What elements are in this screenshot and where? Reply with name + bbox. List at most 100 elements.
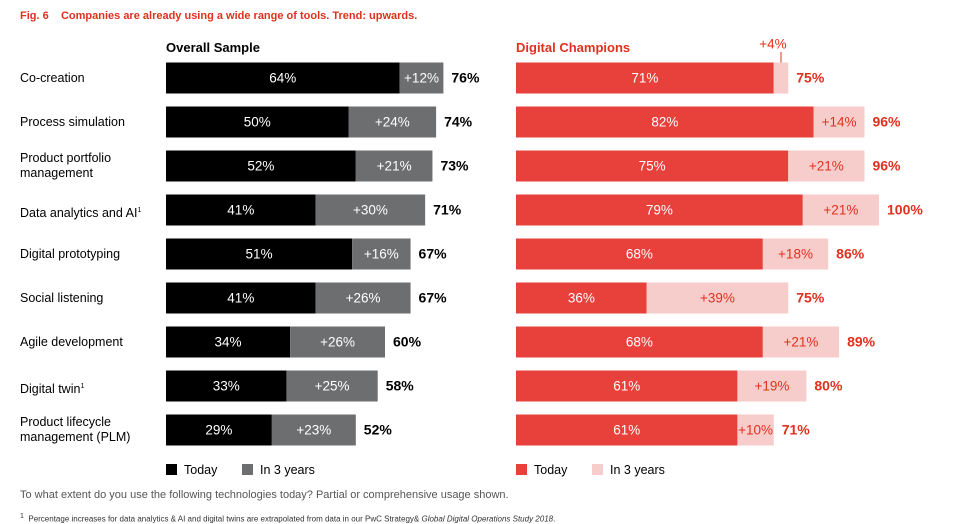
champ-total-label: 80% — [814, 378, 843, 394]
champ-increase-label: +39% — [700, 291, 735, 306]
champ-increase-label: +14% — [822, 115, 857, 130]
overall-increase-label: +21% — [377, 159, 412, 174]
overall-today-label: 34% — [215, 335, 242, 350]
champions-panel-title: Digital Champions — [516, 40, 631, 55]
legend-champions-today: Today — [516, 463, 567, 477]
overall-total-label: 58% — [386, 378, 415, 394]
champ-bar-today — [516, 282, 647, 314]
overall-bar-in-3-years — [399, 62, 444, 94]
overall-increase-label: +23% — [296, 423, 331, 438]
figure-title: Fig. 6 Companies are already using a wid… — [20, 10, 417, 22]
champ-today-label: 36% — [568, 291, 595, 306]
overall-total-label: 71% — [433, 202, 462, 218]
footnote-text: Percentage increases for data analytics … — [28, 514, 422, 524]
champ-bar-today — [516, 370, 738, 402]
category-label: Data analytics and AI1 — [20, 203, 141, 221]
overall-today-label: 33% — [213, 379, 240, 394]
overall-today-label: 41% — [227, 291, 254, 306]
champ-increase-label: +4% — [759, 37, 786, 52]
category-label: Digital prototyping — [20, 247, 120, 262]
champ-increase-label: +18% — [778, 247, 813, 262]
overall-increase-label: +26% — [346, 291, 381, 306]
champ-today-label: 61% — [613, 379, 640, 394]
category-label: Product portfolio management — [20, 151, 111, 181]
category-label-line: management (PLM) — [20, 430, 131, 444]
champ-today-label: 79% — [646, 203, 673, 218]
category-label-line: Digital twin — [20, 381, 81, 396]
overall-today-label: 52% — [247, 159, 274, 174]
overall-today-label: 29% — [205, 423, 232, 438]
figure-title-text: Companies are already using a wide range… — [60, 10, 418, 22]
champ-increase-label: +21% — [823, 203, 858, 218]
category-label: Social listening — [20, 291, 103, 306]
champ-bar-today — [516, 414, 738, 446]
overall-bar-in-3-years — [290, 326, 385, 358]
overall-total-label: 52% — [364, 422, 393, 438]
overall-increase-label: +30% — [353, 203, 388, 218]
overall-bar-in-3-years — [286, 370, 378, 402]
champ-increase-label: +10% — [738, 423, 773, 438]
champ-bar-today — [516, 62, 774, 94]
overall-today-label: 41% — [227, 203, 254, 218]
overall-bar-today — [166, 414, 272, 446]
legend-label: Today — [184, 463, 218, 477]
overall-bar-today — [166, 62, 400, 94]
champ-today-label: 82% — [651, 115, 678, 130]
category-label: Co-creation — [20, 71, 85, 86]
category-label-line: Process simulation — [20, 114, 125, 129]
champ-increase-label: +21% — [809, 159, 844, 174]
overall-bar-today — [166, 370, 287, 402]
footnote-mark: 1 — [20, 513, 24, 520]
category-label: Agile development — [20, 335, 123, 350]
category-label-line: Co-creation — [20, 70, 85, 85]
footnote-study-name: Global Digital Operations Study 2018 — [421, 514, 554, 524]
overall-bar-today — [166, 282, 316, 314]
champ-bar-in-3-years — [762, 238, 829, 270]
legend-label: In 3 years — [260, 463, 315, 477]
legend-label: Today — [534, 463, 568, 477]
overall-today-label: 51% — [246, 247, 273, 262]
legend-overall-today: Today — [166, 463, 217, 477]
footnote: 1 Percentage increases for data analytic… — [20, 513, 555, 524]
overall-bar-today — [166, 326, 291, 358]
champ-total-label: 96% — [872, 158, 901, 174]
legend-overall-future: In 3 years — [242, 463, 315, 477]
champ-bar-today — [516, 326, 763, 358]
category-label-line: Digital prototyping — [20, 246, 121, 261]
champ-bar-in-3-years — [813, 106, 865, 138]
champ-bar-today — [516, 106, 814, 138]
overall-bar-in-3-years — [315, 282, 411, 314]
footnote-end: . — [553, 514, 556, 524]
footnote-mark: 1 — [137, 206, 142, 214]
legend-swatch-pink — [592, 464, 603, 475]
overall-bar-in-3-years — [348, 106, 437, 138]
champ-total-label: 75% — [796, 70, 825, 86]
champ-total-label: 71% — [782, 422, 811, 438]
category-label-line: Product lifecycle — [20, 415, 112, 429]
overall-total-label: 60% — [393, 334, 422, 350]
overall-increase-label: +25% — [315, 379, 350, 394]
champ-bar-today — [516, 194, 803, 226]
overall-increase-label: +24% — [375, 115, 410, 130]
champ-bar-in-3-years — [646, 282, 789, 314]
champ-total-label: 86% — [836, 246, 865, 262]
champ-total-label: 100% — [887, 202, 923, 218]
overall-today-label: 64% — [269, 71, 296, 86]
category-label-line: Social listening — [20, 290, 104, 305]
category-label-line: Agile development — [20, 334, 123, 349]
overall-bar-today — [166, 238, 353, 270]
legend-swatch-black — [166, 464, 177, 475]
overall-increase-label: +12% — [404, 71, 439, 86]
champ-total-label: 96% — [872, 114, 901, 130]
champ-bar-in-3-years — [788, 150, 865, 182]
champ-today-label: 68% — [626, 247, 653, 262]
survey-question: To what extent do you use the following … — [20, 489, 509, 501]
overall-total-label: 74% — [444, 114, 473, 130]
champ-total-label: 89% — [847, 334, 876, 350]
overall-bar-today — [166, 106, 349, 138]
figure-label: Fig. 6 — [20, 10, 49, 22]
champ-increase-label: +19% — [754, 379, 789, 394]
champ-bar-in-3-years — [737, 370, 807, 402]
overall-total-label: 67% — [419, 246, 448, 262]
